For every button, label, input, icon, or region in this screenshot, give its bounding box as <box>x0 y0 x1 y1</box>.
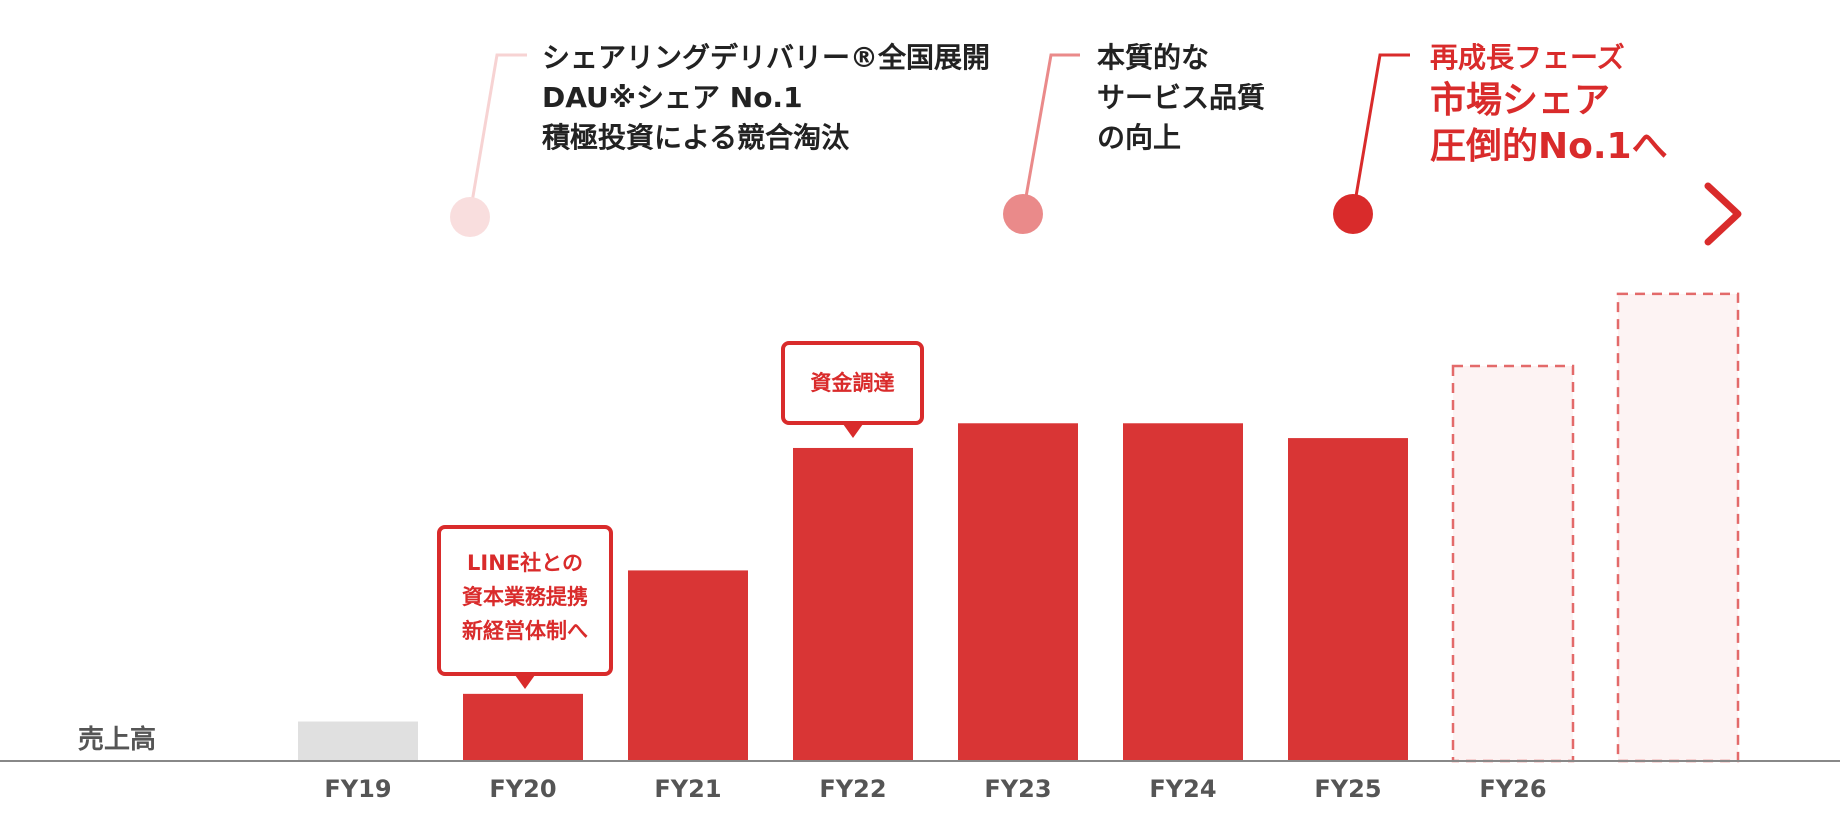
milestone-2: 本質的な サービス品質 の向上 <box>1097 38 1265 158</box>
bars-group <box>298 292 1740 763</box>
leader-line-3 <box>1351 53 1410 215</box>
callout-funding: 資金調達 <box>781 341 924 438</box>
timeline-dot-3 <box>1333 194 1373 234</box>
milestone-3-heading: 再成長フェーズ <box>1430 41 1625 74</box>
x-tick-fy20: FY20 <box>489 775 556 803</box>
timeline-dot-1 <box>450 197 490 237</box>
milestone-2-line-2: サービス品質 <box>1097 81 1266 114</box>
timeline-dot-2 <box>1003 194 1043 234</box>
milestone-1-line-1: シェアリングデリバリー®全国展開 <box>542 41 991 74</box>
y-axis-label: 売上高 <box>78 725 157 755</box>
milestone-3-line-2: 圧倒的No.1へ <box>1430 126 1668 167</box>
bar-forecast-extra <box>1616 292 1740 763</box>
timeline-arrow <box>300 53 1742 246</box>
bar-fy22 <box>793 447 913 761</box>
milestone-1-line-3: 積極投資による競合淘汰 <box>542 121 850 154</box>
callout-1-line-3: 新経営体制へ <box>462 619 588 643</box>
bar-fy25 <box>1288 438 1408 761</box>
x-tick-fy22: FY22 <box>819 775 886 803</box>
bar-fy20 <box>463 693 583 761</box>
milestone-1: シェアリングデリバリー®全国展開 DAU※シェア No.1 積極投資による競合淘… <box>542 38 990 158</box>
x-tick-labels: FY19 FY20 FY21 FY22 FY23 FY24 FY25 FY26 <box>324 775 1546 803</box>
x-tick-fy24: FY24 <box>1149 775 1216 803</box>
x-tick-fy25: FY25 <box>1314 775 1381 803</box>
bar-fy21 <box>628 570 748 761</box>
bar-fy23 <box>958 423 1078 761</box>
callout-1-line-1: LINE社との <box>467 551 583 575</box>
callout-line-alliance: LINE社との 資本業務提携 新経営体制へ <box>437 525 613 689</box>
x-tick-fy21: FY21 <box>654 775 721 803</box>
x-tick-fy26: FY26 <box>1479 775 1546 803</box>
bar-fy26 <box>1451 364 1575 763</box>
callout-1-line-2: 資本業務提携 <box>462 585 588 609</box>
callout-1-pointer <box>515 675 535 689</box>
bar-fy19 <box>298 721 418 761</box>
x-tick-fy23: FY23 <box>984 775 1051 803</box>
leader-line-1 <box>468 53 527 215</box>
bar-fy24 <box>1123 423 1243 761</box>
milestone-3: 再成長フェーズ 市場シェア 圧倒的No.1へ <box>1430 38 1668 170</box>
milestone-3-line-1: 市場シェア <box>1430 80 1611 121</box>
x-tick-fy19: FY19 <box>324 775 391 803</box>
callout-2-pointer <box>842 424 863 438</box>
milestone-2-line-3: の向上 <box>1097 121 1182 154</box>
milestone-1-line-2: DAU※シェア No.1 <box>542 81 803 114</box>
callout-2-line-1: 資金調達 <box>810 371 895 395</box>
milestone-2-line-1: 本質的な <box>1097 41 1210 74</box>
leader-line-2 <box>1021 53 1080 215</box>
